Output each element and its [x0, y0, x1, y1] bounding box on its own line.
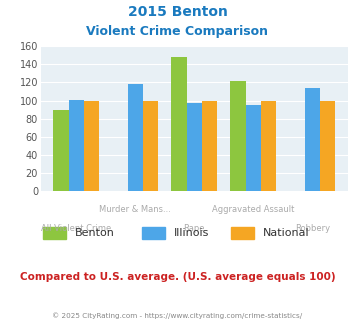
- Text: Rape: Rape: [184, 224, 205, 233]
- Text: © 2025 CityRating.com - https://www.cityrating.com/crime-statistics/: © 2025 CityRating.com - https://www.city…: [53, 312, 302, 318]
- Text: All Violent Crime: All Violent Crime: [41, 224, 111, 233]
- Bar: [261, 101, 277, 191]
- Text: Murder & Mans...: Murder & Mans...: [99, 205, 171, 214]
- Bar: [202, 101, 217, 191]
- Text: Benton: Benton: [75, 228, 114, 238]
- Bar: [230, 81, 246, 191]
- Bar: [128, 84, 143, 191]
- Text: Violent Crime Comparison: Violent Crime Comparison: [87, 25, 268, 38]
- Bar: [246, 105, 261, 191]
- Bar: [143, 101, 158, 191]
- Bar: [53, 110, 69, 191]
- Bar: [187, 103, 202, 191]
- Bar: [69, 100, 84, 191]
- Text: 2015 Benton: 2015 Benton: [127, 5, 228, 19]
- Bar: [171, 57, 187, 191]
- Text: Compared to U.S. average. (U.S. average equals 100): Compared to U.S. average. (U.S. average …: [20, 272, 335, 282]
- Bar: [320, 101, 335, 191]
- Text: Aggravated Assault: Aggravated Assault: [212, 205, 295, 214]
- Bar: [84, 101, 99, 191]
- Bar: [305, 88, 320, 191]
- Text: National: National: [263, 228, 309, 238]
- Text: Robbery: Robbery: [295, 224, 330, 233]
- Text: Illinois: Illinois: [174, 228, 209, 238]
